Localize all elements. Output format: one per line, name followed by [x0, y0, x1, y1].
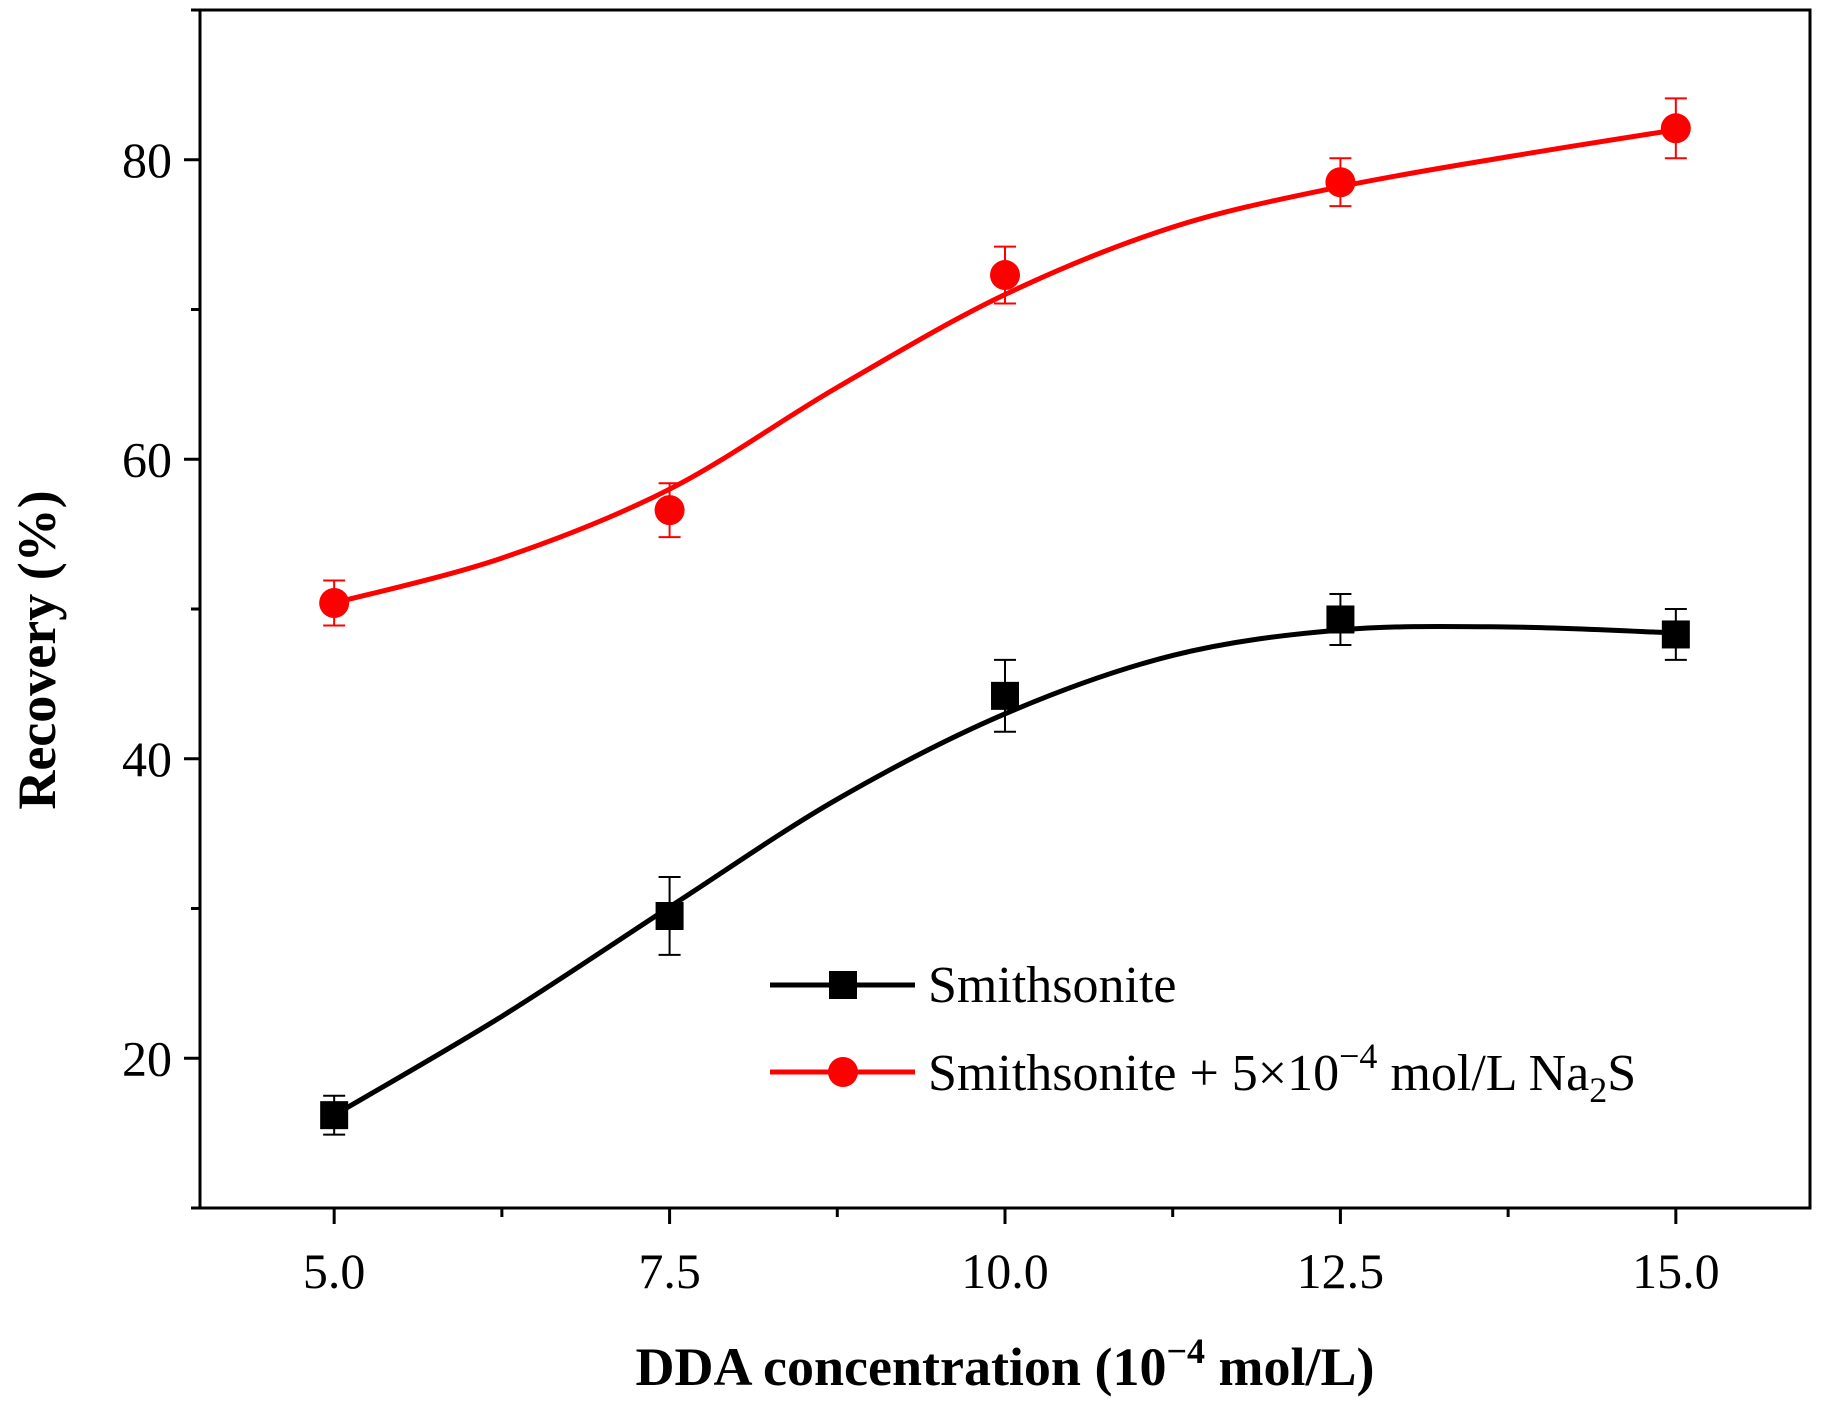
legend-label-part-2: mol/L Na: [1377, 1045, 1589, 1102]
y-axis-title: Recovery (%): [7, 490, 67, 809]
y-tick-label: 60: [122, 431, 172, 487]
x-axis-title: DDA concentration (10−4 mol/L): [636, 1331, 1375, 1397]
data-point: [320, 1101, 349, 1130]
legend-marker-square: [829, 971, 857, 999]
plot-frame: [198, 8, 1812, 1210]
data-point: [1325, 167, 1356, 198]
data-point: [1661, 620, 1690, 649]
x-axis-ticks: 5.0 7.5 10.0 12.5 15.0: [303, 1208, 1720, 1299]
x-tick-label: 15.0: [1632, 1243, 1720, 1299]
y-tick-label: 40: [122, 731, 172, 787]
y-axis-ticks: 20 40 60 80: [122, 8, 200, 1210]
y-tick-label: 20: [122, 1030, 172, 1086]
x-axis-title-main: DDA concentration (10: [636, 1337, 1167, 1397]
series-fit-line: [332, 623, 1676, 1118]
legend-label-smithsonite: Smithsonite: [928, 957, 1176, 1014]
series-layer: [319, 97, 1691, 1136]
legend-label-smithsonite-na2s: Smithsonite + 5×10−4 mol/L Na2S: [928, 1036, 1636, 1110]
data-point: [991, 681, 1019, 710]
data-point: [990, 260, 1020, 291]
x-tick-label: 12.5: [1297, 1243, 1385, 1299]
x-tick-label: 7.5: [638, 1243, 701, 1299]
series-1: [319, 97, 1691, 627]
legend-entry-smithsonite: Smithsonite: [770, 957, 1176, 1014]
y-tick-label: 80: [122, 132, 172, 188]
legend-label-part-3: S: [1607, 1045, 1636, 1102]
x-tick-label: 10.0: [961, 1243, 1049, 1299]
series-0: [320, 593, 1690, 1136]
legend-entry-smithsonite-na2s: Smithsonite + 5×10−4 mol/L Na2S: [770, 1036, 1636, 1110]
legend-marker-circle: [828, 1057, 858, 1087]
legend-label-part-1: Smithsonite + 5×10: [928, 1045, 1339, 1102]
x-tick-label: 5.0: [303, 1243, 366, 1299]
legend: Smithsonite Smithsonite + 5×10−4 mol/L N…: [770, 957, 1636, 1110]
x-axis-title-exponent: −4: [1166, 1331, 1205, 1371]
legend-label-subscript: 2: [1589, 1070, 1607, 1110]
data-point: [319, 588, 350, 619]
data-point: [1660, 113, 1691, 144]
x-axis-title-unit: mol/L): [1205, 1337, 1375, 1397]
data-point: [655, 901, 684, 930]
data-point: [1326, 605, 1355, 634]
series-fit-line: [333, 127, 1677, 606]
legend-label-exponent: −4: [1339, 1036, 1377, 1076]
data-point: [654, 495, 685, 526]
